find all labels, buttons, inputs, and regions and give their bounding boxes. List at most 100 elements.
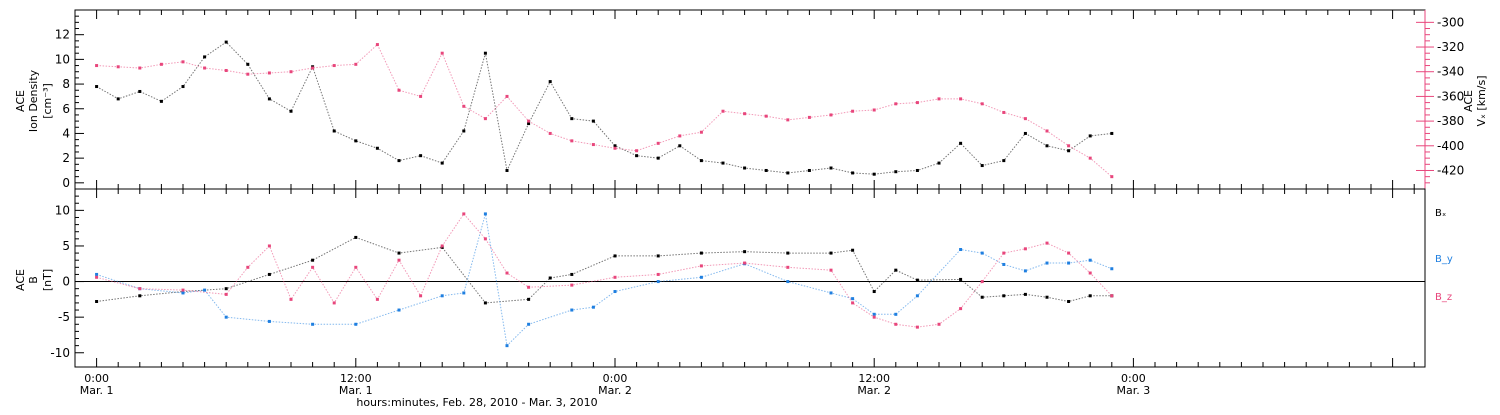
bx-point: [570, 272, 574, 276]
ion-density-point: [289, 109, 293, 113]
vx-point: [483, 117, 487, 121]
by-point: [851, 297, 855, 301]
bz-point: [699, 264, 703, 268]
xtick-label-date: Mar. 2: [857, 384, 891, 397]
bx-point: [656, 254, 660, 258]
ytick-label-left: 8: [62, 77, 70, 91]
x-axis-label: hours:minutes, Feb. 28, 2010 - Mar. 3, 2…: [356, 396, 597, 409]
bx-trace: [96, 236, 1112, 304]
by-point: [1002, 262, 1006, 266]
bz-point: [332, 301, 336, 305]
bx-point: [527, 297, 531, 301]
bz-point: [915, 325, 919, 329]
bz-point: [419, 294, 423, 298]
xtick-label-time: 0:00: [1121, 372, 1146, 385]
ion-density-point: [721, 161, 725, 165]
ylabel-bottom-line3: [nT]: [41, 269, 54, 291]
bx-point: [397, 251, 401, 255]
ion-density-point: [678, 144, 682, 148]
bx-point: [1067, 299, 1071, 303]
ion-density-point: [851, 171, 855, 175]
ytick-label-right: -320: [1437, 40, 1464, 54]
ion-density-point: [1023, 131, 1027, 135]
vx-point: [138, 66, 142, 70]
bx-point: [1002, 294, 1006, 298]
ion-density-point: [1088, 134, 1092, 138]
vx-point: [656, 141, 660, 145]
by-point: [397, 308, 401, 312]
bz-point: [1067, 251, 1071, 255]
bx-point: [829, 251, 833, 255]
bz-point: [1023, 247, 1027, 251]
ytick-label-left: -10: [50, 346, 70, 360]
xtick-label-date: Mar. 3: [1117, 384, 1151, 397]
vx-point: [635, 149, 639, 153]
vx-point: [505, 94, 509, 98]
ylabel-top-line2: Ion Density: [27, 69, 40, 132]
vx-point: [332, 64, 336, 68]
bz-point: [937, 322, 941, 326]
vx-point: [591, 143, 595, 147]
by-point: [224, 315, 228, 319]
ion-density-point: [138, 89, 142, 93]
vx-point: [894, 102, 898, 106]
xtick-label-date: Mar. 1: [80, 384, 114, 397]
bx-point: [1023, 292, 1027, 296]
by-point: [440, 294, 444, 298]
by-point: [1067, 261, 1071, 265]
bx-point: [894, 268, 898, 272]
bz-point: [267, 244, 271, 248]
bz-point: [786, 265, 790, 269]
xtick-label-date: Mar. 1: [339, 384, 373, 397]
legend-bz: B_z: [1435, 292, 1452, 303]
by-point: [613, 290, 617, 294]
ion-density-point: [937, 161, 941, 165]
data-marks: [95, 40, 1114, 348]
vx-point: [959, 97, 963, 101]
vx-point: [980, 102, 984, 106]
ion-density-point: [95, 85, 99, 89]
ylabel-right-line1: ACE: [1462, 90, 1475, 112]
bz-point: [980, 280, 984, 284]
vx-point: [1023, 117, 1027, 121]
ion-density-point: [116, 97, 120, 101]
by-point: [1088, 258, 1092, 262]
ion-density-point: [764, 168, 768, 172]
bx-point: [483, 301, 487, 305]
bx-point: [224, 287, 228, 291]
ion-density-point: [332, 129, 336, 133]
vx-point: [1067, 144, 1071, 148]
bz-point: [527, 285, 531, 289]
by-point: [570, 308, 574, 312]
bz-point: [397, 258, 401, 262]
bz-point: [181, 288, 185, 292]
ion-density-point: [635, 154, 639, 158]
ion-density-point: [462, 129, 466, 133]
ion-density-point: [181, 85, 185, 89]
xtick-label-date: Mar. 2: [598, 384, 632, 397]
ytick-label-right: -360: [1437, 89, 1464, 103]
bz-point: [959, 307, 963, 311]
xtick-label-time: 0:00: [603, 372, 628, 385]
vx-point: [462, 104, 466, 108]
ytick-label-left: 12: [55, 28, 70, 42]
vx-point: [419, 94, 423, 98]
vx-point: [548, 131, 552, 135]
bz-point: [656, 272, 660, 276]
vx-point: [786, 118, 790, 122]
ylabel-top-line1: ACE: [14, 90, 27, 112]
legend-by: B_y: [1435, 254, 1453, 265]
bx-point: [699, 251, 703, 255]
bz-point: [613, 275, 617, 279]
by-point: [267, 319, 271, 323]
ion-density-point: [375, 146, 379, 150]
ion-density-point: [1110, 131, 1114, 135]
ylabel-top-line3: [cm⁻³]: [41, 83, 54, 119]
ion-density-point: [959, 141, 963, 145]
ylabel-bottom-line1: ACE: [14, 269, 27, 291]
vx-point: [267, 71, 271, 75]
by-point: [1045, 261, 1049, 265]
by-point: [786, 280, 790, 284]
by-point: [591, 305, 595, 309]
